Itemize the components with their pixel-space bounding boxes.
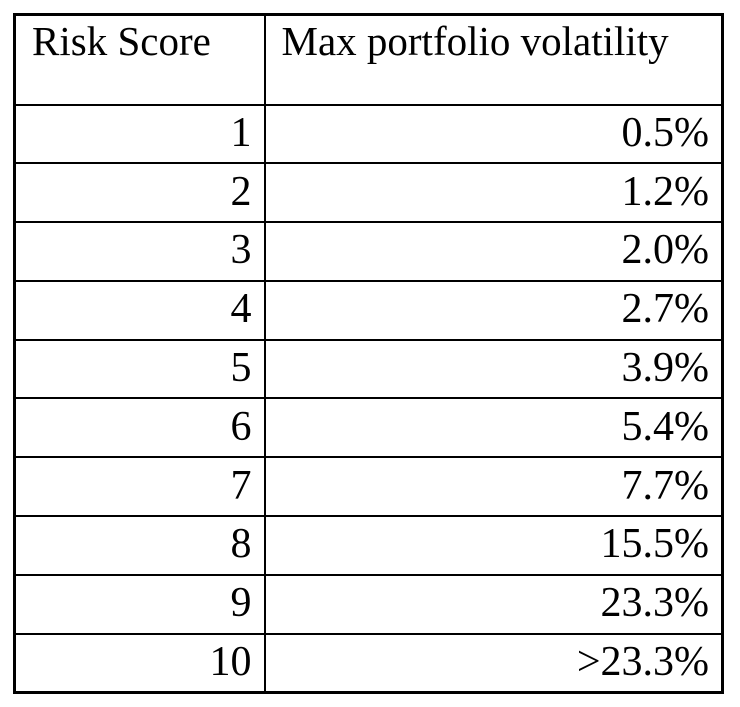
volatility-cell: 5.4% [263,397,724,459]
table-row: 6 5.4% [13,397,724,459]
volatility-cell: 23.3% [263,573,724,635]
header-row: Risk Score Max portfolio volatility [13,13,724,106]
risk-score-cell: 7 [13,456,266,518]
table-row: 7 7.7% [13,456,724,518]
table-row: 8 15.5% [13,515,724,576]
volatility-cell: 1.2% [263,162,724,224]
risk-score-cell: 9 [13,573,266,635]
risk-score-cell: 3 [13,221,266,282]
risk-volatility-table: Risk Score Max portfolio volatility 1 0.… [13,13,724,694]
table-row: 1 0.5% [13,103,724,165]
col-header-risk-score: Risk Score [13,13,266,106]
risk-volatility-table-container: Risk Score Max portfolio volatility 1 0.… [13,13,724,694]
risk-score-cell: 8 [13,515,266,576]
table-row: 5 3.9% [13,338,724,400]
risk-score-cell: 5 [13,338,266,400]
risk-score-cell: 10 [13,632,266,694]
risk-score-cell: 2 [13,162,266,224]
volatility-cell: 7.7% [263,456,724,518]
volatility-cell: 0.5% [263,103,724,165]
table-row: 4 2.7% [13,279,724,341]
volatility-cell: 3.9% [263,338,724,400]
risk-score-cell: 4 [13,279,266,341]
col-header-max-portfolio-volatility: Max portfolio volatility [263,13,724,106]
volatility-cell: 2.0% [263,221,724,282]
volatility-cell: 2.7% [263,279,724,341]
table-row: 9 23.3% [13,573,724,635]
risk-score-cell: 6 [13,397,266,459]
table-row: 10 >23.3% [13,632,724,694]
table-row: 2 1.2% [13,162,724,224]
volatility-cell: >23.3% [263,632,724,694]
table-row: 3 2.0% [13,221,724,282]
volatility-cell: 15.5% [263,515,724,576]
risk-score-cell: 1 [13,103,266,165]
